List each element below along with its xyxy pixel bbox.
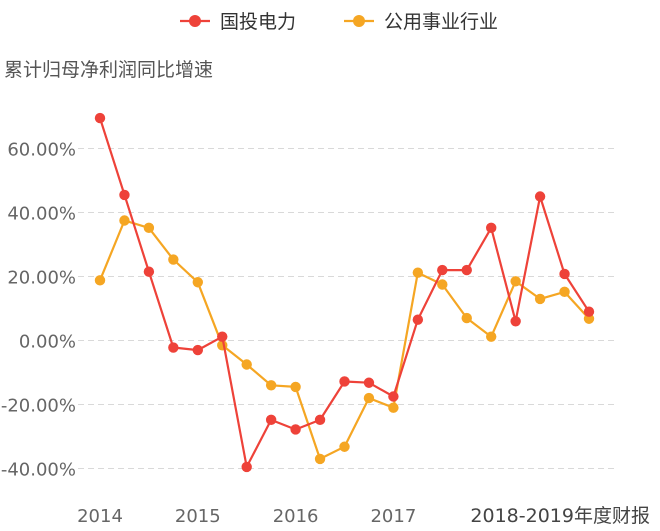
y-tick-label: 0.00%	[19, 332, 76, 353]
x-tick-label: 2015	[175, 506, 221, 527]
series-0	[94, 112, 595, 473]
data-point	[486, 222, 497, 234]
data-point	[119, 215, 130, 226]
data-point	[241, 359, 252, 370]
series-line	[98, 117, 590, 468]
footnote: 2018-2019年度财报	[470, 505, 650, 527]
data-point	[412, 267, 424, 278]
gridlines	[78, 148, 614, 469]
data-point	[314, 453, 326, 465]
data-point	[217, 331, 228, 342]
data-point	[241, 461, 252, 473]
data-point	[119, 189, 130, 201]
data-point	[339, 441, 350, 452]
legend-swatch-marker	[353, 15, 365, 27]
data-point	[192, 344, 203, 356]
legend: 国投电力 公用事业行业	[180, 11, 498, 33]
data-point	[583, 306, 595, 317]
data-point	[363, 392, 375, 404]
y-tick-label: -40.00%	[1, 460, 76, 481]
data-point	[290, 381, 301, 393]
data-point	[363, 377, 375, 388]
y-axis-label: 累计归母净利润同比增速	[4, 59, 213, 81]
data-point	[265, 380, 277, 391]
data-point	[534, 293, 546, 305]
y-tick-label: 40.00%	[7, 204, 76, 225]
y-tick-label: 20.00%	[7, 268, 76, 289]
data-point	[192, 277, 203, 288]
legend-label: 国投电力	[220, 11, 296, 33]
x-tick-label: 2014	[77, 506, 123, 527]
data-point	[437, 279, 448, 290]
data-point	[510, 316, 521, 327]
data-point	[168, 342, 179, 353]
data-point	[534, 191, 546, 202]
data-point	[314, 414, 326, 426]
data-point	[412, 314, 424, 325]
data-point	[290, 424, 301, 435]
data-point	[461, 264, 472, 276]
y-tick-label: 60.00%	[7, 140, 76, 161]
data-point	[388, 391, 399, 402]
data-point	[486, 331, 497, 342]
data-point	[510, 276, 521, 287]
series-1	[94, 215, 595, 465]
data-point	[437, 264, 448, 276]
y-tick-label: -20.00%	[1, 396, 76, 417]
data-point	[339, 376, 350, 387]
data-point	[461, 312, 472, 324]
x-tick-label: 2017	[370, 506, 416, 527]
data-point	[168, 254, 179, 265]
y-axis-ticks: 60.00% 40.00% 20.00% 0.00% -20.00% -40.00%	[1, 140, 76, 481]
data-point	[559, 286, 570, 298]
data-point	[559, 268, 570, 280]
data-point	[94, 112, 106, 124]
legend-swatch-marker	[189, 15, 201, 27]
series-layer	[94, 112, 595, 473]
x-tick-label: 2016	[273, 506, 319, 527]
legend-label: 公用事业行业	[384, 11, 498, 33]
data-point	[94, 275, 106, 286]
data-point	[265, 414, 277, 426]
data-point	[143, 266, 155, 277]
x-axis-ticks: 2014 2015 2016 2017	[77, 506, 416, 527]
data-point	[388, 402, 399, 413]
data-point	[143, 222, 155, 234]
